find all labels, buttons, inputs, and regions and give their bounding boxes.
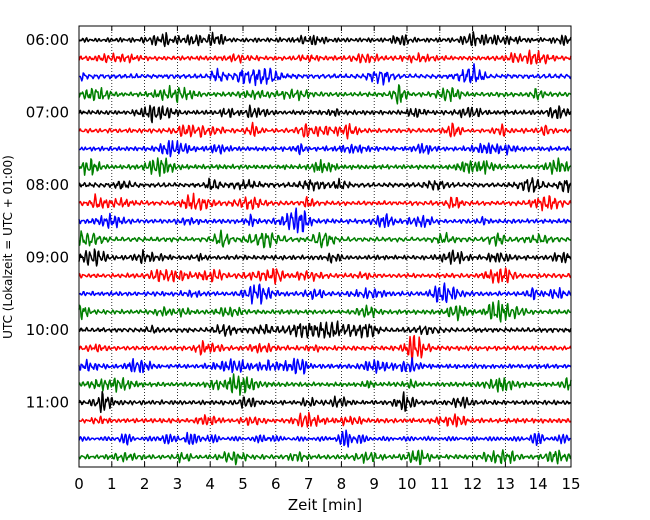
trace-line <box>78 357 572 375</box>
y-tick-label: 07:00 <box>26 104 69 122</box>
trace-line <box>78 373 572 396</box>
trace-line <box>78 84 572 105</box>
trace-line <box>78 300 572 323</box>
trace-line <box>78 104 572 124</box>
x-tick-label: 10 <box>397 475 416 493</box>
x-tick-label: 15 <box>561 475 580 493</box>
trace-line <box>78 429 572 448</box>
plot-background <box>79 26 571 467</box>
trace-line <box>78 31 572 48</box>
y-tick-label: 08:00 <box>26 176 69 194</box>
trace-line <box>78 390 572 414</box>
trace-line <box>78 248 572 267</box>
plot-frame <box>78 25 572 468</box>
trace-line <box>78 411 572 428</box>
x-tick-label: 3 <box>173 475 183 493</box>
x-tick-label: 2 <box>140 475 150 493</box>
trace-line <box>78 449 572 466</box>
y-tick-label: 11:00 <box>26 394 69 412</box>
y-tick-label: 09:00 <box>26 249 69 267</box>
trace-line <box>78 192 572 212</box>
trace-line <box>78 139 572 158</box>
x-axis-label: Zeit [min] <box>288 496 362 514</box>
x-tick-label: 9 <box>369 475 379 493</box>
trace-line <box>78 282 572 305</box>
x-tick-label: 13 <box>496 475 515 493</box>
trace-line <box>78 49 572 65</box>
x-tick-label: 1 <box>107 475 117 493</box>
trace-line <box>78 229 572 249</box>
trace-line <box>78 157 572 177</box>
traces <box>78 31 572 466</box>
trace-line <box>78 177 572 194</box>
x-tick-label: 11 <box>430 475 449 493</box>
x-axis: 0 1 2 3 4 5 6 7 8 9 10 11 12 13 14 15 <box>74 26 581 493</box>
y-axis: 06:00 07:00 08:00 09:00 10:00 11:00 <box>26 31 571 412</box>
x-tick-label: 6 <box>271 475 281 493</box>
x-tick-label: 5 <box>238 475 248 493</box>
x-tick-label: 12 <box>463 475 482 493</box>
trace-line <box>78 207 572 234</box>
y-tick-label: 10:00 <box>26 321 69 339</box>
x-tick-label: 0 <box>74 475 84 493</box>
trace-line <box>78 267 572 285</box>
y-tick-label: 06:00 <box>26 31 69 49</box>
x-tick-label: 8 <box>337 475 347 493</box>
x-tick-label: 14 <box>529 475 548 493</box>
trace-line <box>78 63 572 87</box>
trace-line <box>78 334 572 364</box>
y-axis-label: UTC (Lokalzeit = UTC + 01:00) <box>1 155 15 339</box>
trace-line <box>78 121 572 140</box>
x-tick-label: 7 <box>304 475 314 493</box>
x-tick-label: 4 <box>205 475 215 493</box>
trace-line <box>78 320 572 339</box>
